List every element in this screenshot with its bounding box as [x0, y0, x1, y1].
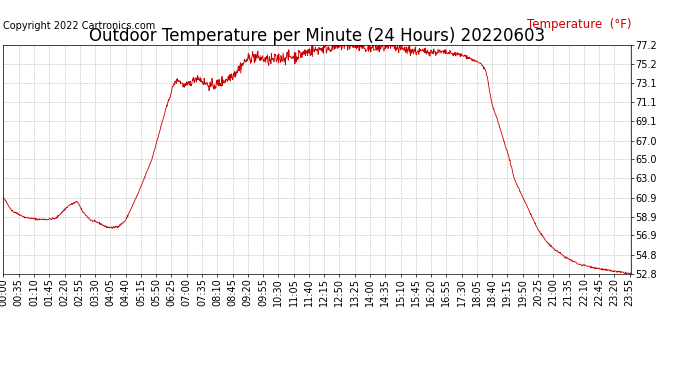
Text: Copyright 2022 Cartronics.com: Copyright 2022 Cartronics.com: [3, 21, 156, 31]
Text: Temperature  (°F): Temperature (°F): [527, 18, 631, 31]
Title: Outdoor Temperature per Minute (24 Hours) 20220603: Outdoor Temperature per Minute (24 Hours…: [89, 27, 546, 45]
